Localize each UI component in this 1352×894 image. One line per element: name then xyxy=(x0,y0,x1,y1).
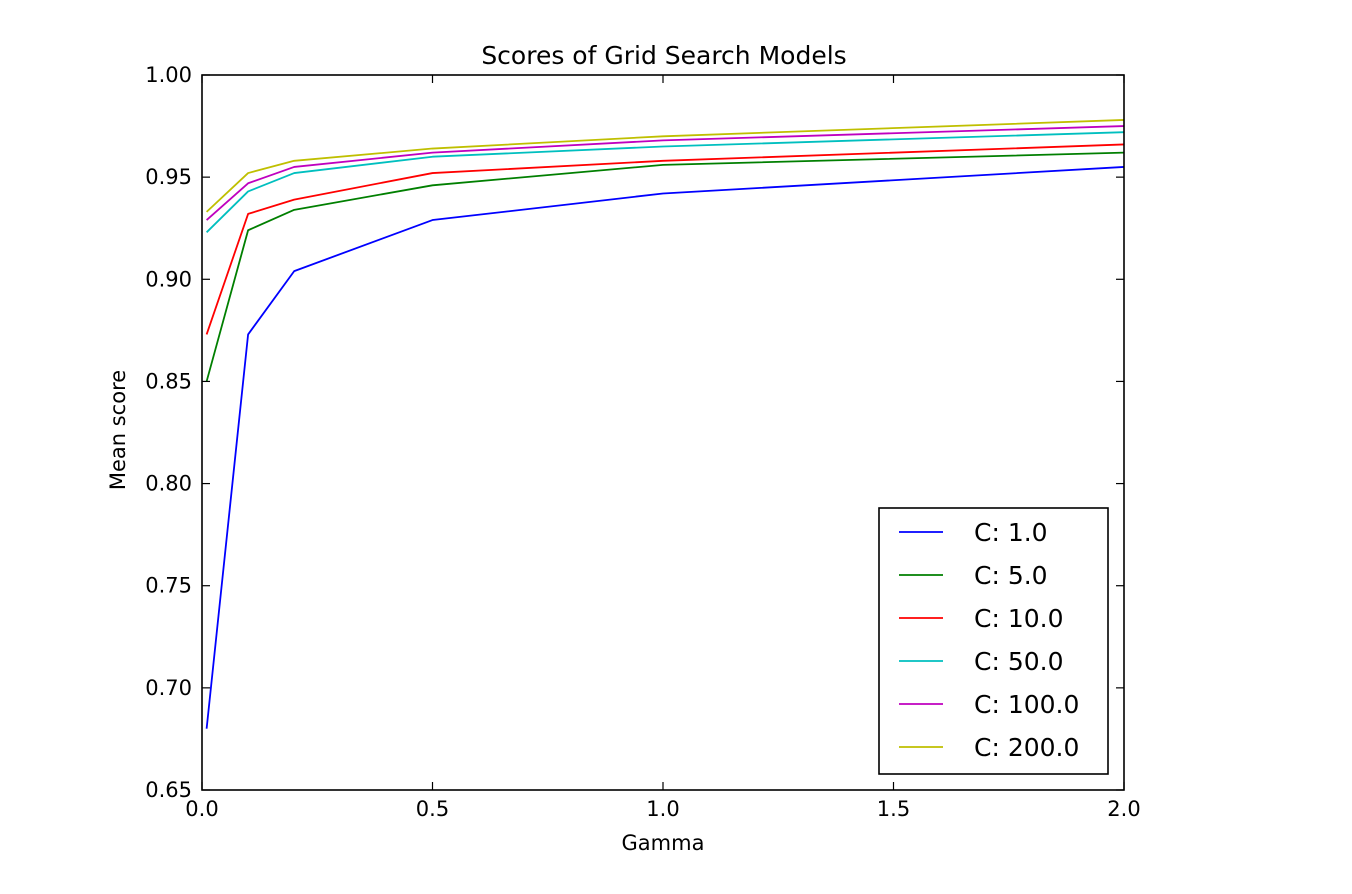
series-line-4 xyxy=(206,125,1125,221)
x-tick-label: 2.0 xyxy=(1107,797,1140,821)
x-tick-label: 0.0 xyxy=(185,797,218,821)
tick-layer xyxy=(201,74,1125,791)
series-line-0 xyxy=(205,166,1125,729)
chart-title: Scores of Grid Search Models xyxy=(481,41,846,70)
x-axis-label: Gamma xyxy=(622,831,705,855)
y-tick-label: 1.00 xyxy=(145,63,192,87)
series-layer xyxy=(205,119,1125,729)
legend-label-0: C: 1.0 xyxy=(974,518,1048,547)
y-tick-label: 0.65 xyxy=(145,778,192,802)
series-line-2 xyxy=(205,143,1125,335)
y-tick-label: 0.90 xyxy=(145,267,192,291)
series-line-3 xyxy=(205,131,1125,233)
legend-items: C: 1.0 C: 5.0 C: 10.0 C: 50.0 C: 100.0 C: 200… xyxy=(899,518,1079,762)
legend-box xyxy=(878,507,1109,775)
tick-label-layer: 0.0 0.5 1.0 1.5 2.0 0.65 0.70 0.75 0.80 0.85 0.90 0… xyxy=(145,63,1140,821)
series-line-1 xyxy=(205,151,1125,382)
y-tick-label: 0.70 xyxy=(145,676,192,700)
legend-label-5: C: 200.0 xyxy=(974,733,1079,762)
x-tick-label: 0.5 xyxy=(416,797,449,821)
y-axis-label: Mean score xyxy=(106,370,130,490)
legend-label-1: C: 5.0 xyxy=(974,561,1048,590)
x-tick-label: 1.5 xyxy=(877,797,910,821)
legend: C: 1.0 C: 5.0 C: 10.0 C: 50.0 C: 100.0 C: 200… xyxy=(878,507,1109,775)
y-tick-label: 0.75 xyxy=(145,574,192,598)
legend-label-4: C: 100.0 xyxy=(974,690,1079,719)
series-line-5 xyxy=(205,119,1125,213)
y-tick-label: 0.85 xyxy=(145,369,192,393)
legend-label-2: C: 10.0 xyxy=(974,604,1064,633)
y-tick-label: 0.95 xyxy=(145,165,192,189)
x-tick-label: 1.0 xyxy=(646,797,679,821)
legend-label-3: C: 50.0 xyxy=(974,647,1064,676)
y-tick-label: 0.80 xyxy=(145,472,192,496)
